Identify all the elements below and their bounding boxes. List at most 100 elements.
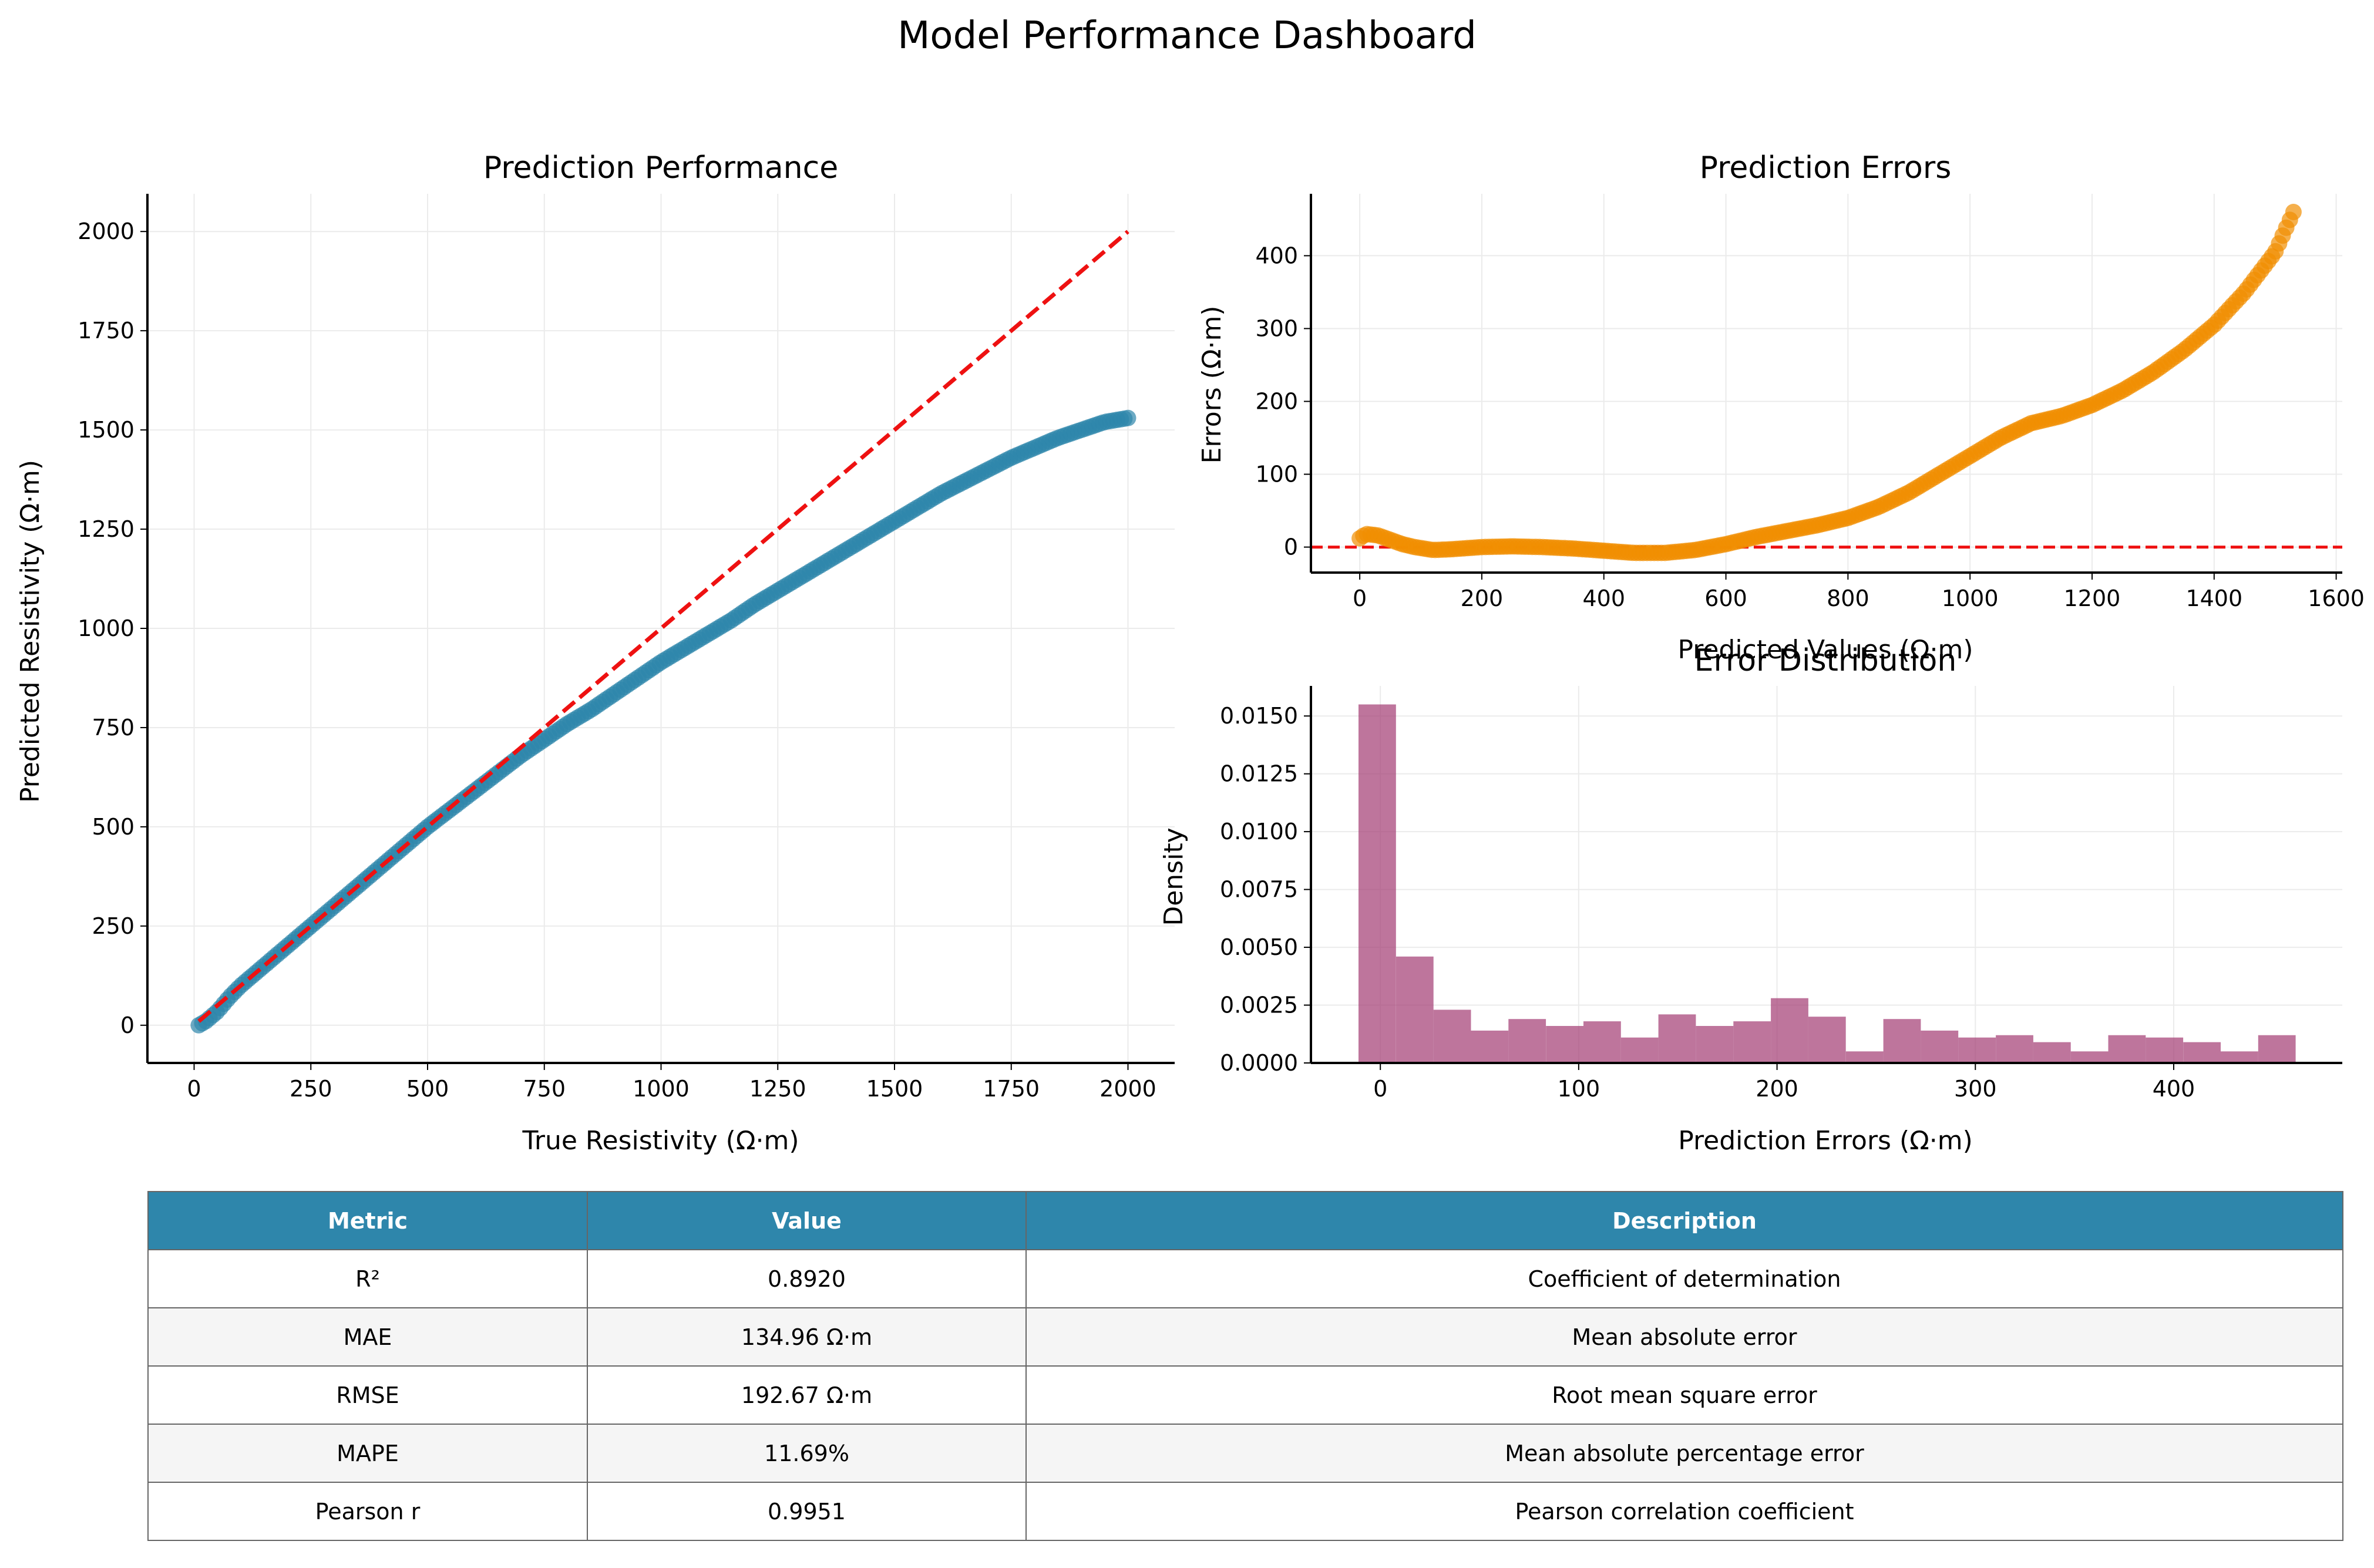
y-tick-label: 750	[92, 715, 134, 741]
y-tick-label: 0	[120, 1012, 134, 1038]
axes: 0 200 400 600 800 1000 1200 1400 1600 0 100 200 300 4…	[1255, 194, 2365, 611]
histogram-bar	[1771, 998, 1808, 1063]
histogram-bar	[1620, 1037, 1659, 1063]
x-tick-label: 1750	[983, 1076, 1040, 1102]
value-cell: 0.9951	[587, 1482, 1027, 1541]
histogram-bar	[2033, 1042, 2071, 1063]
x-tick-label: 100	[1558, 1076, 1600, 1102]
histogram-bar	[2070, 1051, 2109, 1063]
y-tick-label: 400	[1255, 243, 1298, 268]
error-distribution-chart: 0 100 200 300 400 0.0000 0.0025 0.0050 0.0075 0.0…	[1159, 643, 2342, 1156]
y-tick-label: 250	[92, 913, 134, 939]
histogram-bar	[1396, 956, 1434, 1063]
histogram-bar	[2108, 1035, 2146, 1063]
histogram-bar	[1921, 1030, 1959, 1063]
description-cell: Mean absolute percentage error	[1025, 1424, 2343, 1483]
y-tick-label: 0.0150	[1220, 703, 1298, 729]
header-metric: Metric	[147, 1191, 588, 1250]
y-tick-label: 0.0125	[1220, 761, 1298, 787]
y-tick-label: 0.0050	[1220, 934, 1298, 960]
prediction-performance-chart: 0 250 500 750 1000 1250 1500 1750 2000 0 250 500 750…	[15, 150, 1175, 1156]
table-row: MAE 134.96 Ω·m Mean absolute error	[147, 1307, 2343, 1367]
header-description: Description	[1025, 1191, 2343, 1250]
histogram-bar	[1471, 1030, 1509, 1063]
x-tick-label: 1250	[749, 1076, 806, 1102]
x-tick-label: 800	[1827, 586, 1869, 611]
axes: 0 250 500 750 1000 1250 1500 1750 2000 0 250 500 750…	[78, 194, 1175, 1102]
x-tick-label: 600	[1704, 586, 1747, 611]
y-axis-label: Predicted Resistivity (Ω·m)	[15, 460, 45, 803]
y-tick-label: 1000	[78, 615, 134, 641]
histogram-bar	[1696, 1026, 1734, 1063]
header-value: Value	[587, 1191, 1027, 1250]
metric-cell: R²	[147, 1249, 588, 1308]
x-tick-label: 1400	[2185, 586, 2242, 611]
y-tick-label: 0.0075	[1220, 877, 1298, 903]
y-tick-label: 1250	[78, 516, 134, 542]
x-tick-label: 250	[290, 1076, 332, 1102]
x-tick-label: 1600	[2308, 586, 2365, 611]
x-tick-label: 400	[2153, 1076, 2195, 1102]
y-tick-label: 0.0000	[1220, 1050, 1298, 1076]
description-cell: Coefficient of determination	[1025, 1249, 2343, 1308]
x-tick-label: 0	[1353, 586, 1367, 611]
table-row: RMSE 192.67 Ω·m Root mean square error	[147, 1365, 2343, 1425]
dashboard-title: Model Performance Dashboard	[897, 14, 1477, 58]
metric-cell: MAE	[147, 1307, 588, 1367]
histogram-bar	[1733, 1021, 1771, 1063]
y-tick-label: 100	[1255, 462, 1298, 487]
description-cell: Mean absolute error	[1025, 1307, 2343, 1367]
histogram-bar	[2221, 1051, 2258, 1063]
x-axis-label: True Resistivity (Ω·m)	[522, 1126, 799, 1156]
histogram-bar	[1658, 1014, 1696, 1063]
histogram-bar	[1958, 1037, 1996, 1063]
histogram-bar	[2146, 1037, 2184, 1063]
histogram-bar	[1508, 1019, 1546, 1063]
y-tick-label: 500	[92, 814, 134, 840]
histogram-bar	[1546, 1026, 1583, 1063]
histogram-bar	[1883, 1019, 1921, 1063]
histogram-bar	[1433, 1010, 1471, 1063]
reference-line	[197, 230, 1129, 1023]
data-points	[1351, 204, 2302, 561]
chart-title: Prediction Errors	[1700, 150, 1952, 186]
histogram-bar	[1583, 1021, 1621, 1063]
x-tick-label: 500	[406, 1076, 449, 1102]
prediction-errors-chart: 0 200 400 600 800 1000 1200 1400 1600 0 100 200 300 4…	[1197, 150, 2365, 665]
histogram-bar	[1808, 1017, 1846, 1063]
data-point	[1119, 409, 1136, 426]
y-tick-label: 300	[1255, 315, 1298, 341]
x-tick-label: 200	[1461, 586, 1504, 611]
y-tick-label: 0.0025	[1220, 992, 1298, 1018]
x-tick-label: 0	[187, 1076, 201, 1102]
x-axis-label: Prediction Errors (Ω·m)	[1678, 1126, 1973, 1156]
x-tick-label: 1200	[2064, 586, 2121, 611]
histogram-bar	[1996, 1035, 2033, 1063]
x-tick-label: 1000	[1942, 586, 1999, 611]
histogram-bar	[1845, 1051, 1884, 1063]
y-tick-label: 1500	[78, 417, 134, 443]
value-cell: 11.69%	[587, 1424, 1027, 1483]
y-axis-label: Density	[1159, 827, 1189, 926]
grid	[147, 194, 1175, 1063]
x-tick-label: 200	[1756, 1076, 1798, 1102]
histogram-bars	[1359, 704, 2296, 1063]
y-tick-label: 2000	[78, 218, 134, 244]
metrics-table: Metric Value Description R² 0.8920 Coeff…	[147, 1191, 2343, 1541]
histogram-bar	[2258, 1035, 2296, 1063]
table-header-row: Metric Value Description	[147, 1191, 2343, 1250]
y-tick-label: 0	[1284, 534, 1298, 560]
data-points	[190, 409, 1136, 1034]
chart-title: Prediction Performance	[483, 150, 838, 186]
metric-cell: Pearson r	[147, 1482, 588, 1541]
x-tick-label: 300	[1954, 1076, 1997, 1102]
value-cell: 192.67 Ω·m	[587, 1365, 1027, 1425]
value-cell: 0.8920	[587, 1249, 1027, 1308]
data-point	[2285, 204, 2302, 220]
x-tick-label: 400	[1582, 586, 1625, 611]
histogram-bar	[1359, 704, 1396, 1063]
description-cell: Root mean square error	[1025, 1365, 2343, 1425]
histogram-bar	[2183, 1042, 2221, 1063]
identity-reference-line	[197, 230, 1129, 1023]
